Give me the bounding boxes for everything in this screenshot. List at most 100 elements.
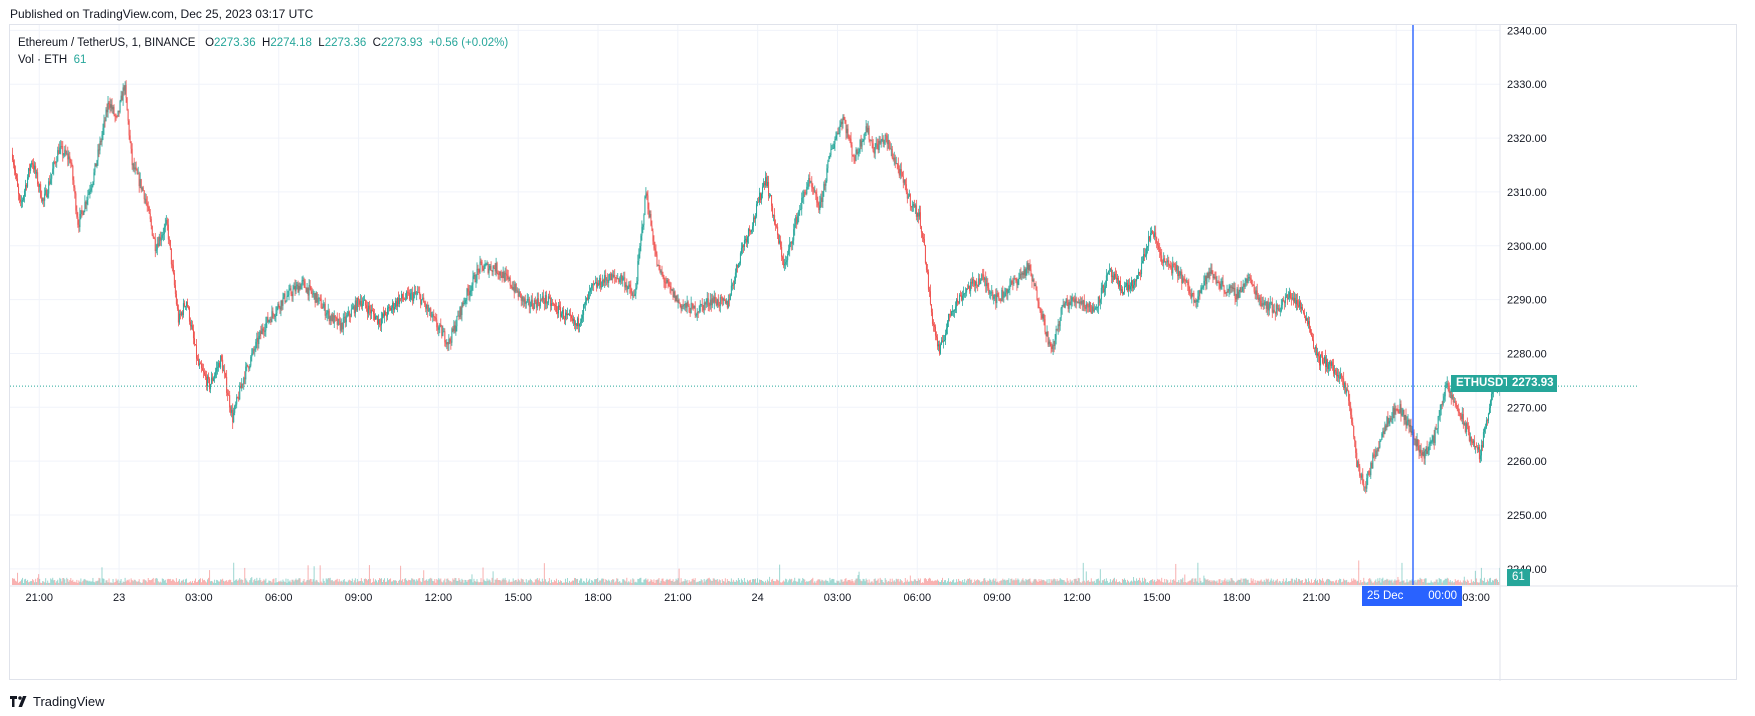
volume-tag: 61 <box>1507 569 1530 586</box>
volume-bar <box>809 580 811 585</box>
volume-bar <box>416 579 418 585</box>
candle <box>1178 271 1180 277</box>
candle <box>221 355 223 360</box>
candle <box>574 319 576 325</box>
candle <box>116 116 118 117</box>
candle <box>660 271 662 273</box>
candle <box>1367 471 1369 479</box>
candle <box>670 286 672 290</box>
volume-bar <box>1004 579 1006 585</box>
candle <box>13 160 15 165</box>
volume-bar <box>863 579 865 585</box>
volume-bar <box>677 578 679 585</box>
volume-bar <box>1272 579 1274 585</box>
volume-bar <box>304 582 306 585</box>
volume-bar <box>478 582 480 585</box>
volume-bar <box>769 576 771 585</box>
volume-bar <box>136 581 138 585</box>
volume-bar <box>259 577 261 585</box>
candle <box>1353 426 1355 437</box>
candle <box>216 367 218 372</box>
volume-bar <box>792 582 794 585</box>
tradingview-logo[interactable]: TradingView <box>10 694 105 709</box>
candle <box>745 238 747 243</box>
candle <box>28 168 30 178</box>
volume-bar <box>657 579 659 585</box>
candle <box>304 281 306 288</box>
candle <box>1267 301 1269 311</box>
volume-bar <box>737 578 739 585</box>
volume-bar <box>524 582 526 585</box>
volume-bar <box>1253 582 1255 585</box>
time-axis-label: 15:00 <box>504 592 532 604</box>
candle <box>1338 374 1340 379</box>
volume-bar <box>1145 579 1147 585</box>
candle <box>22 199 24 202</box>
candle <box>1117 278 1119 287</box>
volume-bar <box>215 582 217 585</box>
volume-bar <box>1327 578 1329 585</box>
volume-bar <box>1028 579 1030 585</box>
candle <box>1343 378 1345 388</box>
candle <box>1447 383 1449 386</box>
candle <box>1332 362 1334 366</box>
candle <box>1198 290 1200 297</box>
candle <box>836 132 838 136</box>
volume-bar <box>1475 578 1477 585</box>
volume-bar <box>591 580 593 585</box>
volume-bar <box>152 577 154 585</box>
candle <box>290 288 292 295</box>
candle <box>194 344 196 346</box>
volume-bar <box>347 580 349 585</box>
volume-bar <box>1319 578 1321 585</box>
volume-bar <box>292 579 294 585</box>
candle <box>1217 282 1219 284</box>
volume-bar <box>15 580 17 585</box>
volume-bar <box>1460 582 1462 585</box>
candle <box>704 302 706 305</box>
candle <box>267 316 269 323</box>
symbol-title[interactable]: Ethereum / TetherUS, 1, BINANCE <box>18 37 196 49</box>
candle <box>712 298 714 303</box>
volume-bar <box>1151 579 1153 585</box>
volume-bar <box>233 562 235 585</box>
volume-bar <box>1105 578 1107 585</box>
candle <box>1150 232 1152 241</box>
volume-bar <box>696 581 698 585</box>
volume-bar <box>271 582 273 585</box>
candle <box>1154 232 1156 238</box>
candle <box>1312 339 1314 348</box>
volume-label[interactable]: Vol · ETH <box>18 54 68 66</box>
volume-bar <box>1430 580 1432 585</box>
chart-pane[interactable]: 2340.00 2330.00 2320.00 2310.00 2300.00 2290.… <box>9 24 1738 681</box>
candle <box>1040 310 1042 315</box>
volume-bar <box>258 580 260 585</box>
candle <box>806 186 808 194</box>
volume-bar <box>793 580 795 585</box>
volume-bar <box>1082 562 1084 585</box>
candle <box>440 324 442 326</box>
volume-bar <box>401 580 403 585</box>
volume-bar <box>1379 577 1381 585</box>
candle <box>1304 315 1306 321</box>
candle <box>1038 302 1040 309</box>
price-chart[interactable]: 2340.002330.002320.002310.002300.002290.… <box>10 25 1738 681</box>
candle <box>1236 289 1238 300</box>
candle <box>1118 280 1120 287</box>
candle <box>378 319 380 325</box>
volume-bar <box>1169 582 1171 585</box>
volume-bar <box>1069 579 1071 585</box>
volume-bar <box>1023 580 1025 585</box>
volume-bar <box>1490 582 1492 585</box>
candle <box>400 298 402 300</box>
volume-bar <box>1123 578 1125 585</box>
volume-bar <box>1052 579 1054 585</box>
volume-bar <box>311 581 313 585</box>
candle <box>399 298 401 305</box>
candle <box>975 281 977 286</box>
volume-bar <box>339 581 341 585</box>
volume-bar <box>1257 580 1259 585</box>
candle <box>865 126 867 133</box>
candle <box>183 303 185 307</box>
candle <box>882 138 884 144</box>
